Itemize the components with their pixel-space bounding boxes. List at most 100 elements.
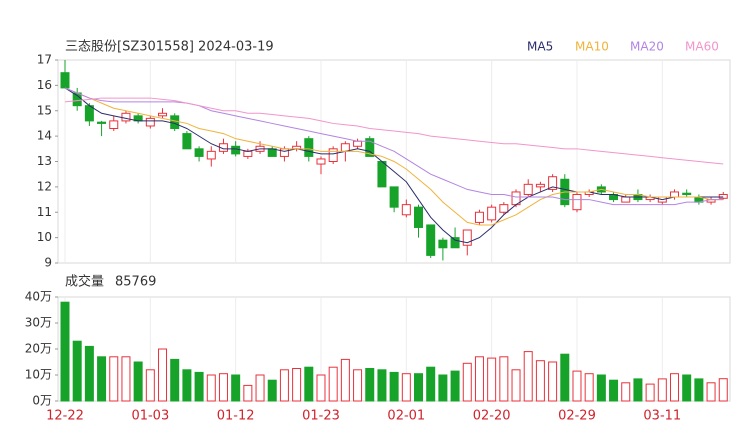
y-tick-label: 11 (37, 205, 52, 219)
volume-bar (511, 369, 521, 402)
candle-body (487, 206, 497, 221)
volume-bar (133, 361, 143, 402)
volume-bar (414, 373, 424, 402)
legend-label: MA10 (575, 40, 609, 54)
candle-body (535, 183, 545, 188)
x-tick-label: 01-12 (217, 409, 255, 424)
candle-body (194, 148, 204, 157)
volume-bar (316, 374, 326, 402)
volume-bar (426, 366, 436, 402)
candle-body (414, 206, 424, 228)
y-tick-label: 15 (37, 103, 52, 117)
volume-bar (670, 373, 679, 402)
x-tick-label: 12-22 (46, 409, 84, 424)
volume-bar (304, 366, 314, 402)
volume-bar (353, 369, 363, 402)
legend-label: MA20 (630, 40, 664, 54)
volume-bar (523, 351, 533, 402)
volume-bar (401, 373, 411, 402)
volume-bar (279, 369, 289, 402)
candle-body (621, 196, 631, 203)
candle-body (60, 72, 70, 89)
y2-tick-label: 10万 (25, 368, 52, 382)
ma-line (64, 87, 724, 244)
candle-body (462, 229, 472, 246)
volume-bar (340, 358, 350, 402)
volume-bar (255, 374, 265, 402)
candle-body (304, 138, 314, 157)
ma-line (64, 97, 724, 165)
legend-label: MA5 (527, 40, 553, 54)
candle-body (206, 150, 216, 160)
volume-last: 85769 (115, 275, 156, 290)
volume-bar (621, 382, 631, 402)
volume-bar (231, 374, 241, 402)
ma-line (64, 87, 724, 206)
y2-tick-label: 20万 (25, 342, 52, 356)
volume-bar (474, 356, 484, 402)
volume-bar (206, 374, 216, 402)
volume-bar (389, 371, 399, 402)
x-tick-label: 02-01 (387, 409, 425, 424)
volume-bar (243, 384, 253, 402)
volume-bar (609, 379, 619, 402)
candle-body (182, 133, 192, 150)
candle-body (389, 186, 399, 208)
ma-line (64, 87, 724, 226)
volume-bar (267, 379, 277, 402)
y-tick-label: 13 (37, 154, 52, 168)
volume-title: 成交量 (65, 274, 104, 290)
candle-body (72, 92, 82, 107)
candle-body (158, 112, 168, 117)
volume-bar (328, 366, 338, 402)
y-tick-label: 14 (37, 129, 52, 143)
candle-body (499, 204, 509, 213)
candle-body (365, 138, 375, 157)
candle-body (279, 148, 289, 157)
volume-bar (450, 370, 460, 402)
y2-tick-label: 40万 (25, 290, 52, 304)
candle-body (682, 192, 692, 195)
y-tick-label: 16 (37, 78, 52, 92)
legend-label: MA60 (685, 40, 719, 54)
volume-bar (572, 370, 582, 402)
candle-body (340, 143, 350, 152)
candle-body (121, 112, 131, 122)
candle-body (450, 237, 460, 249)
volume-bar (462, 362, 472, 402)
x-tick-label: 02-29 (558, 409, 596, 424)
volume-bar (292, 368, 302, 402)
volume-bar (718, 378, 728, 402)
volume-bar (377, 369, 387, 402)
x-tick-label: 03-11 (643, 409, 681, 424)
volume-bar (121, 356, 131, 402)
volume-bar (633, 378, 643, 402)
volume-bar (182, 369, 192, 402)
candle-body (377, 161, 387, 188)
volume-bar (560, 353, 570, 402)
volume-bar (109, 356, 119, 402)
candle-body (328, 148, 338, 162)
volume-bar (487, 357, 497, 402)
volume-bar (365, 368, 375, 402)
x-tick-label: 01-23 (302, 409, 340, 424)
volume-bar (84, 345, 94, 402)
volume-bar (97, 356, 107, 402)
y2-tick-label: 30万 (25, 316, 52, 330)
volume-bar (72, 340, 82, 402)
y-tick-label: 10 (37, 230, 52, 244)
candle-body (97, 121, 107, 124)
volume-bar (145, 369, 155, 402)
candle-body (438, 239, 448, 249)
candle-body (572, 193, 582, 211)
candle-body (243, 150, 253, 157)
volume-bar (170, 358, 180, 402)
y-tick-label: 12 (37, 179, 52, 193)
candle-body (353, 140, 363, 147)
candle-body (170, 115, 180, 130)
volume-bar (584, 373, 594, 402)
candle-body (267, 148, 277, 157)
y-tick-label: 9 (44, 256, 52, 270)
volume-bar (158, 348, 168, 402)
